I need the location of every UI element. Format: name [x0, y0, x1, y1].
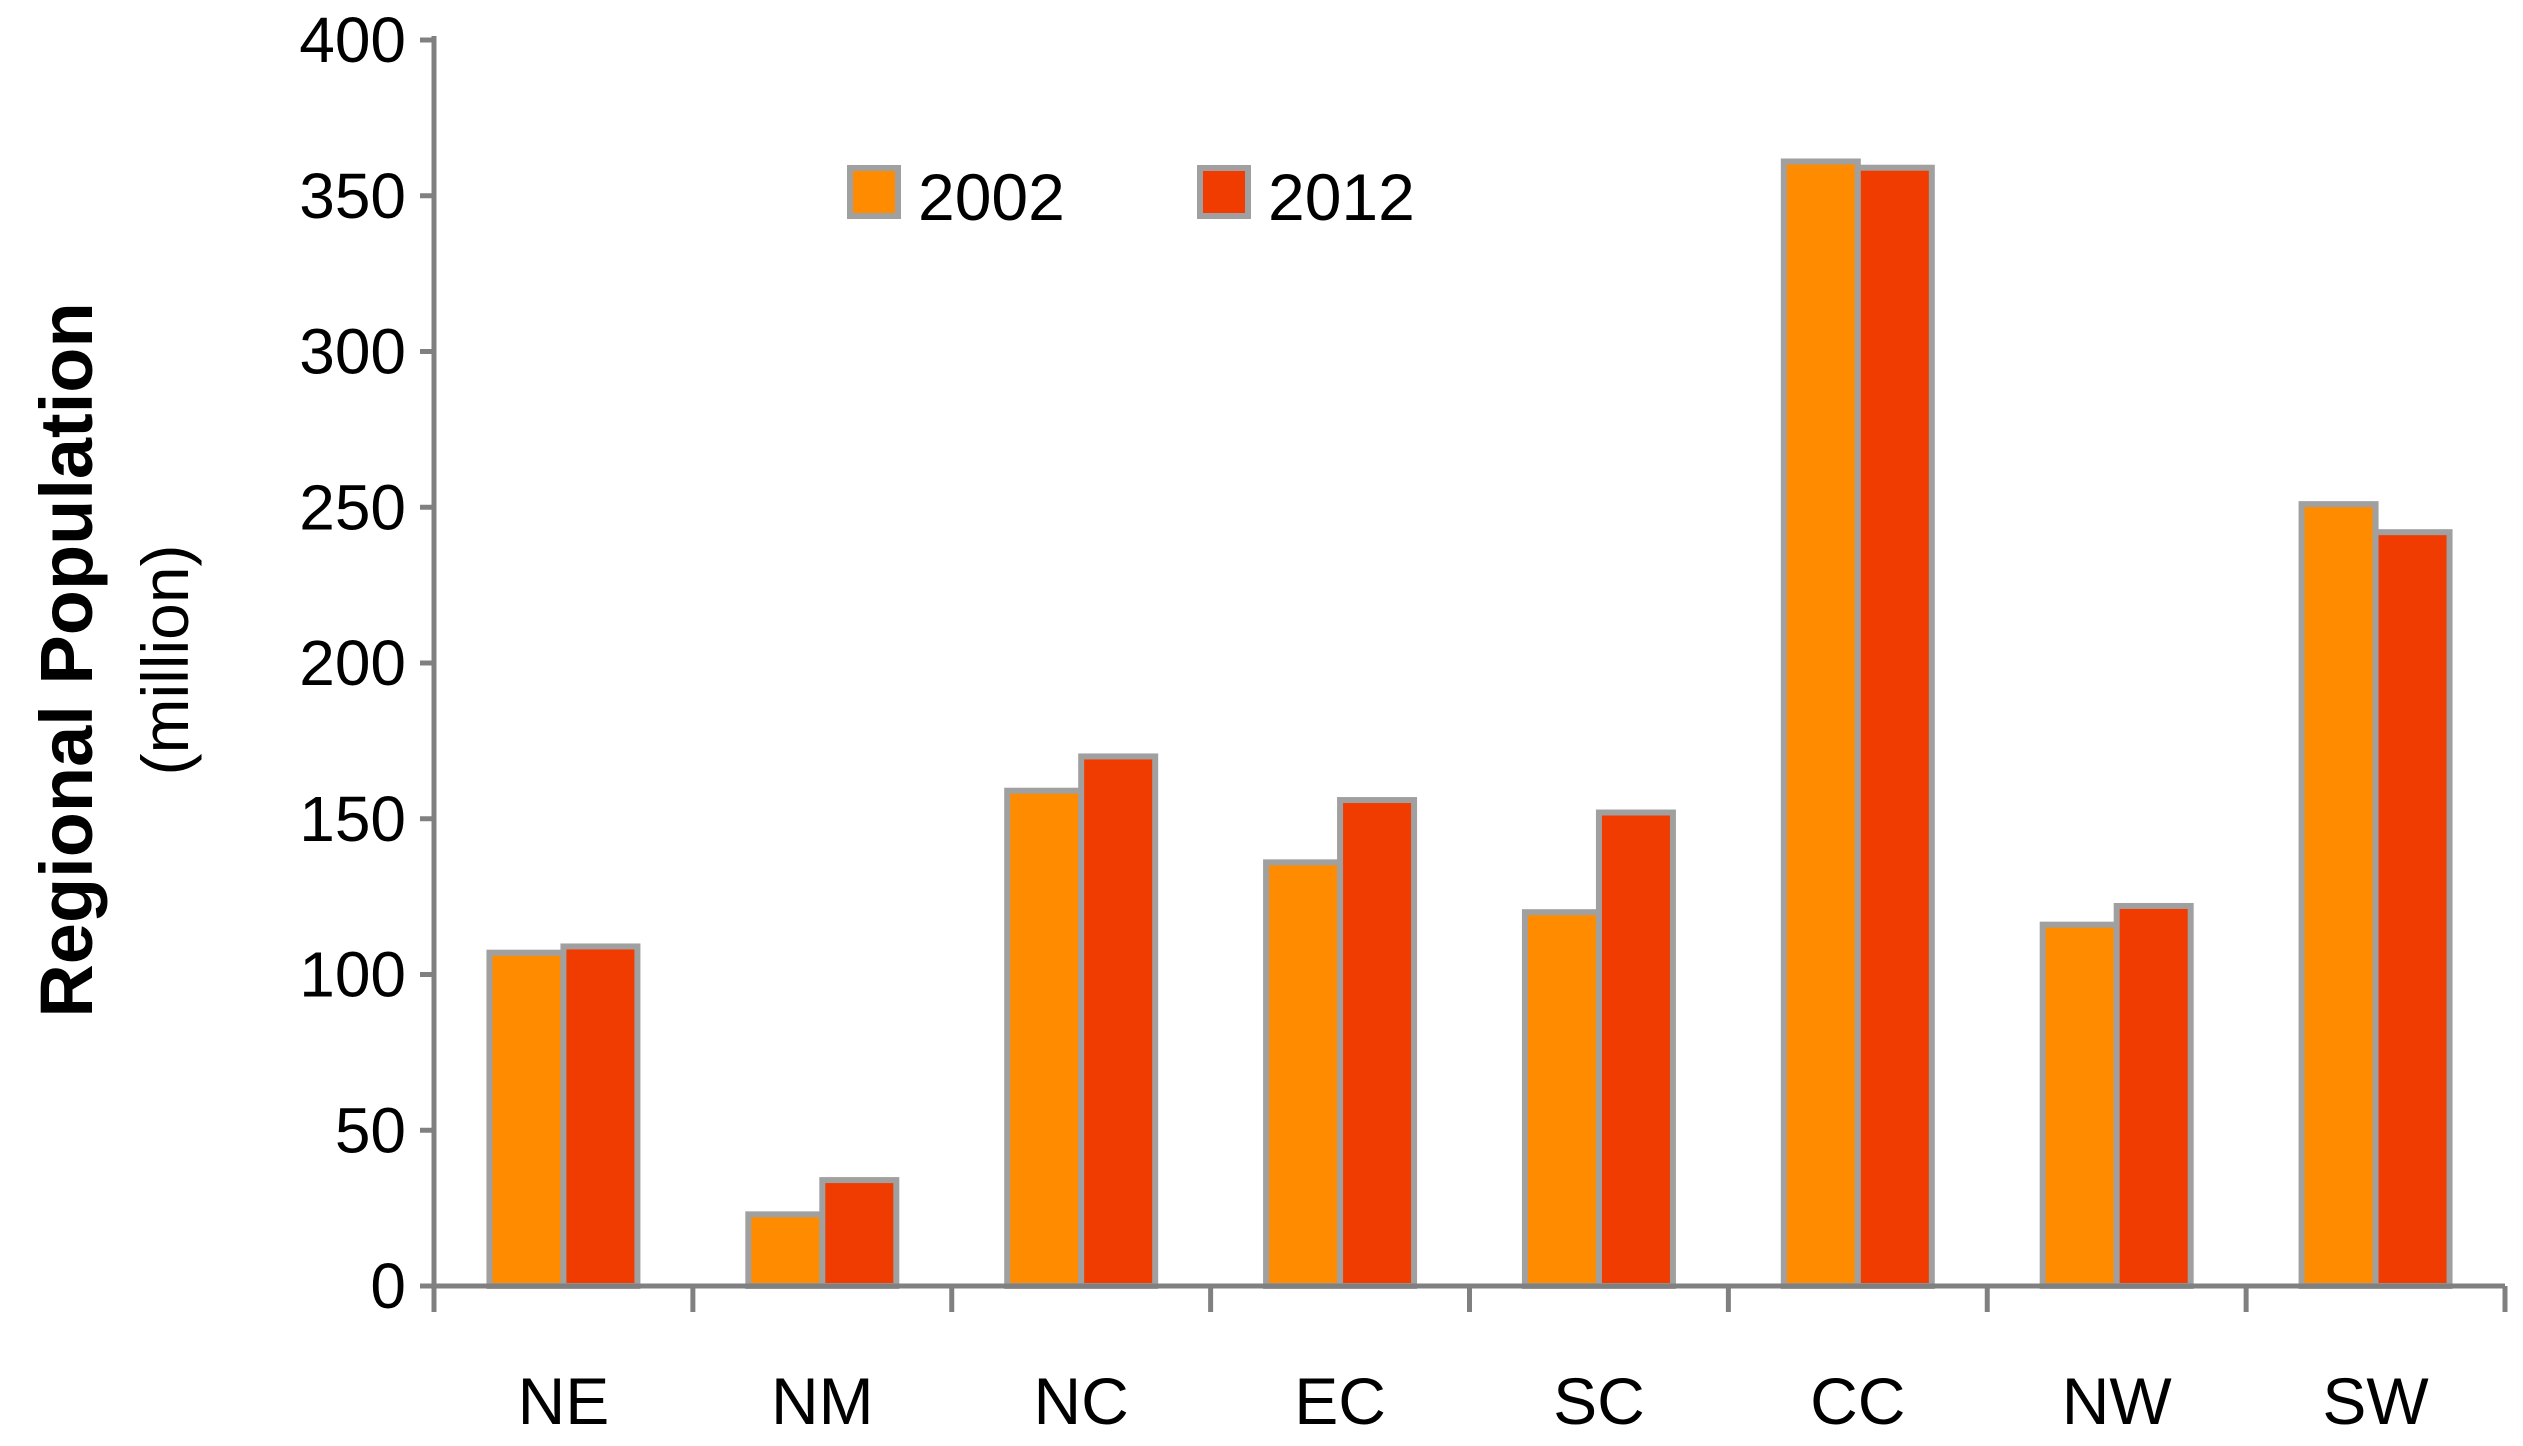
bar-2002-EC [1263, 859, 1344, 1289]
bar-2012-SC [1595, 809, 1676, 1290]
bar-2012-NW [2113, 902, 2194, 1289]
y-tick-label: 350 [299, 160, 406, 232]
y-tick-label: 100 [299, 939, 406, 1011]
x-tick-label: NE [518, 1364, 610, 1438]
x-tick-label: NC [1034, 1364, 1129, 1438]
x-tick-label: NM [771, 1364, 874, 1438]
x-tick-label: SW [2322, 1364, 2429, 1438]
bar-2002-NM [745, 1211, 826, 1289]
bar-2002-NE [486, 949, 567, 1289]
bar-2012-NE [560, 943, 641, 1290]
y-tick-label: 0 [370, 1250, 406, 1322]
x-axis-labels: NE NM NC EC SC CC NW SW [518, 1364, 2430, 1438]
bar-2002-SC [1521, 909, 1602, 1289]
y-axis-unit: (million) [128, 545, 202, 776]
bar-2012-EC [1337, 797, 1418, 1289]
y-tick-label: 300 [299, 316, 406, 388]
legend-label-2012: 2012 [1268, 160, 1415, 234]
bar-2002-CC [1780, 158, 1861, 1290]
bars [486, 158, 2453, 1290]
bar-2012-NM [819, 1177, 900, 1289]
bar-2002-SW [2298, 501, 2379, 1289]
y-tick-label: 200 [299, 627, 406, 699]
axes [420, 36, 2508, 1312]
y-tick-label: 150 [299, 783, 406, 855]
y-axis-title: Regional Population (million) [25, 302, 202, 1017]
legend-swatch-2002 [847, 165, 901, 219]
x-tick-label: NW [2062, 1364, 2173, 1438]
legend-label-2002: 2002 [918, 160, 1065, 234]
y-axis-ticks: 0 50 100 150 200 250 300 350 400 [299, 4, 434, 1322]
y-tick-label: 400 [299, 4, 406, 76]
x-tick-label: EC [1294, 1364, 1386, 1438]
x-tick-label: SC [1553, 1364, 1645, 1438]
legend: 2002 2012 [847, 160, 1415, 234]
bar-2002-NC [1004, 787, 1085, 1290]
y-tick-label: 250 [299, 471, 406, 543]
bar-2012-CC [1854, 164, 1935, 1290]
bar-2002-NW [2039, 921, 2120, 1289]
legend-swatch-2012 [1197, 165, 1251, 219]
bar-2012-SW [2372, 529, 2453, 1289]
y-tick-label: 50 [335, 1094, 406, 1166]
bar-2012-NC [1078, 753, 1159, 1289]
x-tick-label: CC [1810, 1364, 1905, 1438]
y-axis-label: Regional Population [25, 302, 108, 1017]
